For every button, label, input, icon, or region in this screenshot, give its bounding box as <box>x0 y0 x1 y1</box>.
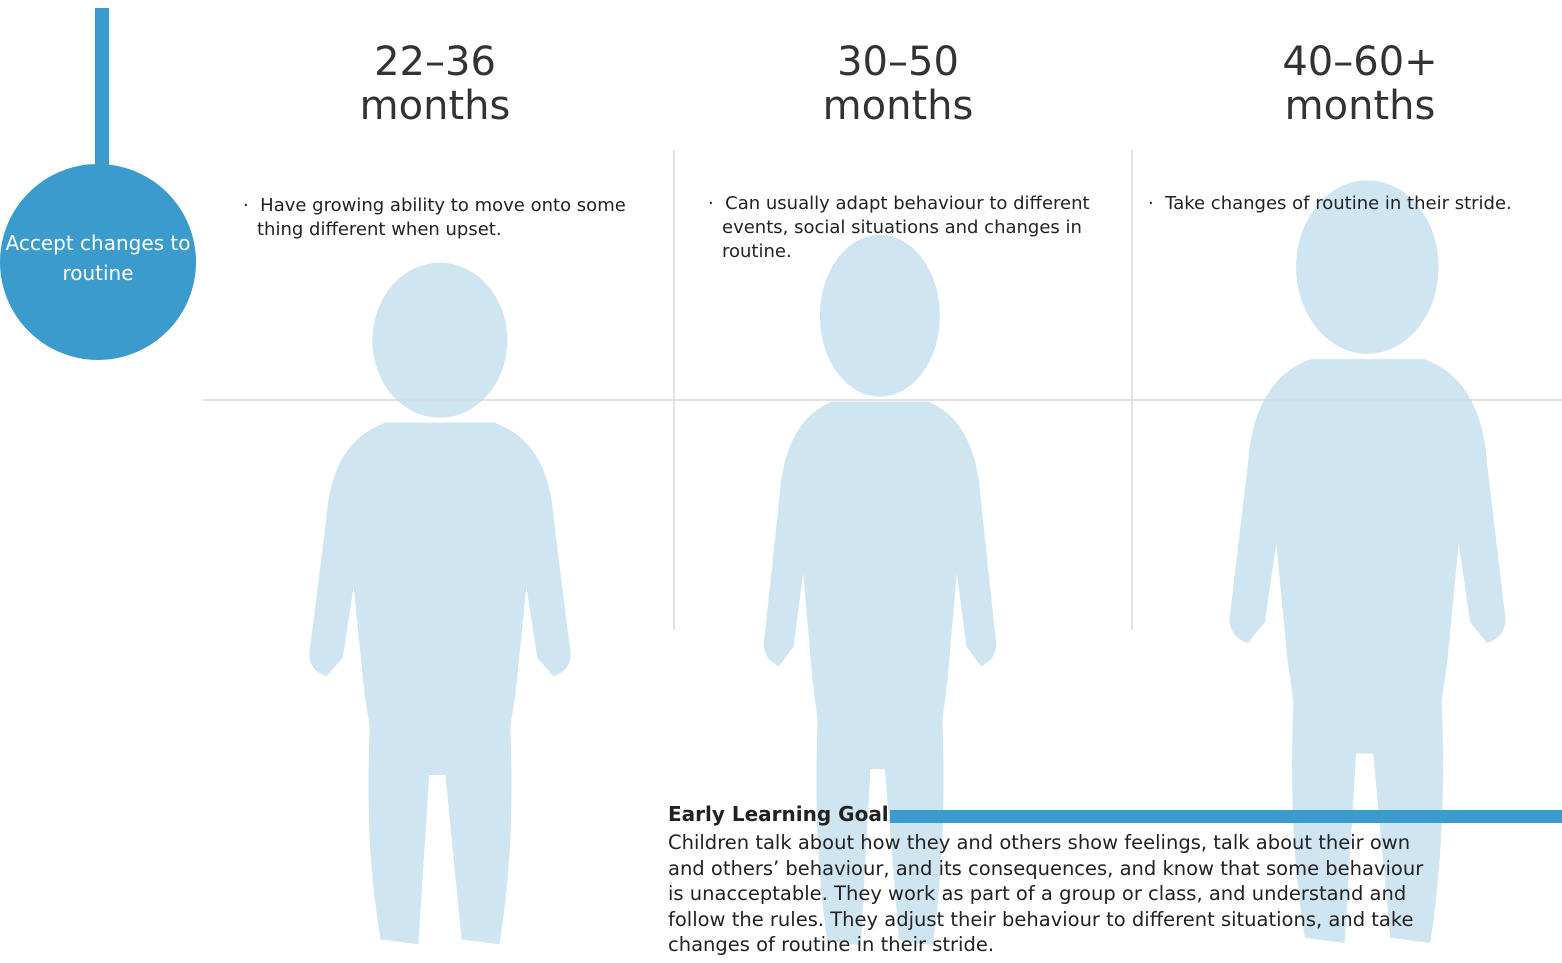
child-silhouette <box>1229 180 1506 943</box>
child-silhouette <box>309 262 571 945</box>
age-unit: months <box>822 83 974 129</box>
column-header: 30–50 months <box>748 40 1048 128</box>
column-header: 22–36 months <box>285 40 585 128</box>
age-unit: months <box>359 83 511 129</box>
age-range: 22–36 <box>374 39 496 85</box>
badge-circle <box>0 164 196 360</box>
goal-bar <box>890 810 1562 823</box>
column-text: Take changes of routine in their stride. <box>1148 192 1562 216</box>
column-header: 40–60+ months <box>1210 40 1510 128</box>
column-text: Can usually adapt behaviour to different… <box>708 192 1112 264</box>
age-range: 30–50 <box>837 39 959 85</box>
goal-title: Early Learning Goal <box>668 802 889 826</box>
goal-text: Children talk about how they and others … <box>668 831 1424 956</box>
badge-stem <box>95 8 109 168</box>
column-text: Have growing ability to move onto some t… <box>243 194 657 242</box>
age-range: 40–60+ <box>1282 39 1438 85</box>
badge-label: Accept changes to routine <box>5 231 191 285</box>
age-unit: months <box>1284 83 1436 129</box>
